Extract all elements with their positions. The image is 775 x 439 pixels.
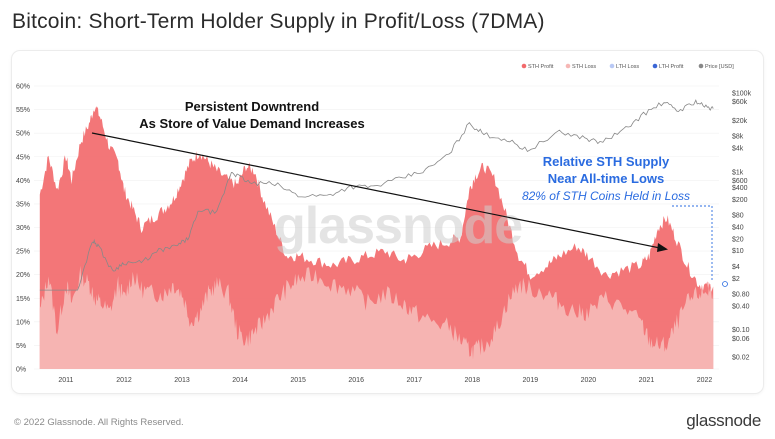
y-left-tick-label: 45% [16,154,30,161]
y-right-tick-label: $40 [732,224,744,231]
y-right-tick-label: $1k [732,169,744,176]
downtrend-arrow-line [91,132,661,249]
y-left-tick-label: 40% [16,178,30,185]
legend-swatch [521,63,527,69]
price-line [39,99,714,291]
latest-value-marker [722,281,728,287]
y-right-tick-label: $100k [732,90,752,97]
y-right-tick-label: $0.80 [732,291,750,298]
y-right-tick-label: $4 [732,264,740,271]
x-tick-label: 2022 [697,377,713,384]
y-left-tick-label: 10% [16,319,30,326]
y-left-tick-label: 55% [16,107,30,114]
annotation-sth-subtitle: Near All-time Lows [548,171,665,186]
legend-swatch [565,63,571,69]
y-right-tick-label: $0.02 [732,355,750,362]
annotation-downtrend-title: Persistent Downtrend [185,99,319,114]
y-right-tick-label: $10 [732,248,744,255]
watermark-text: glassnode [274,197,522,255]
glassnode-logo: glassnode [686,411,761,430]
y-right-tick-label: $80 [732,213,744,220]
x-tick-label: 2011 [58,377,73,384]
y-right-tick-label: $20k [732,118,748,125]
y-right-tick-label: $200 [732,197,748,204]
x-tick-label: 2019 [523,377,539,384]
annotation-downtrend-subtitle: As Store of Value Demand Increases [139,116,364,131]
legend-label: STH Loss [572,64,596,70]
y-left-tick-label: 35% [16,201,30,208]
legend-swatch [698,63,704,69]
sth-loss-area [39,265,714,369]
legend-label: LTH Loss [616,64,639,70]
x-tick-label: 2020 [581,377,597,384]
annotation-sth-percent: 82% of STH Coins Held in Loss [522,189,690,203]
legend-label: STH Profit [528,64,554,70]
downtrend-arrow-head [657,243,668,252]
y-left-tick-label: 15% [16,296,30,303]
y-left-tick-label: 60% [16,84,30,91]
legend-swatch [652,63,658,69]
y-right-tick-label: $0.10 [732,327,750,334]
y-right-tick-label: $400 [732,185,748,192]
x-tick-label: 2017 [406,377,422,384]
y-right-tick-label: $600 [732,178,748,185]
x-tick-label: 2012 [116,377,132,384]
y-left-tick-label: 0% [16,367,26,374]
legend-label: Price [USD] [705,64,734,70]
x-tick-label: 2018 [464,377,480,384]
x-tick-label: 2021 [639,377,655,384]
y-left-tick-label: 30% [16,225,30,232]
y-left-tick-label: 50% [16,131,30,138]
x-tick-label: 2014 [232,377,248,384]
y-right-tick-label: $0.06 [732,336,750,343]
chart: glassnode 0% 5% 10% 15% 20% 25% 30% 35% 40% 45% 50%… [16,63,752,384]
y-right-tick-label: $2 [732,276,740,283]
y-right-tick-label: $8k [732,134,744,141]
x-tick-label: 2015 [290,377,306,384]
x-tick-label: 2013 [174,377,190,384]
annotation-sth-title: Relative STH Supply [543,154,670,169]
x-tick-label: 2016 [348,377,364,384]
y-right-tick-label: $60k [732,99,748,106]
y-left-tick-label: 25% [16,249,30,256]
y-left-tick-label: 20% [16,272,30,279]
copyright-text: © 2022 Glassnode. All Rights Reserved. [14,417,184,428]
page-title: Bitcoin: Short-Term Holder Supply in Pro… [12,10,545,33]
y-right-tick-label: $20 [732,236,744,243]
legend-swatch [609,63,615,69]
y-right-tick-label: $0.40 [732,303,750,310]
y-right-tick-label: $4k [732,146,744,153]
annotation-bracket [672,205,713,281]
y-left-tick-label: 5% [16,343,26,350]
legend-label: LTH Profit [659,64,684,70]
